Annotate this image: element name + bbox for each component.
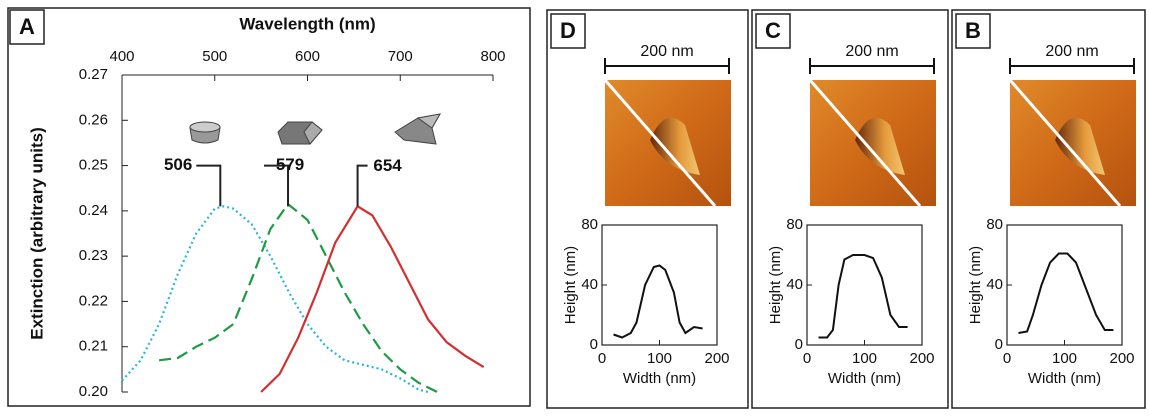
- x-tick-label: 200: [909, 350, 934, 367]
- y-tick-label: 0.23: [79, 247, 108, 264]
- profile-line: [808, 79, 922, 207]
- y-tick-label: 0.25: [79, 157, 108, 174]
- x-tick-label: 200: [704, 350, 729, 367]
- x-tick-label: 100: [1052, 350, 1077, 367]
- y-tick-label: 0.20: [79, 383, 108, 400]
- panel-label: D: [560, 18, 576, 43]
- y-tick-label: 0.27: [79, 66, 108, 83]
- panel-label-box: [755, 13, 791, 49]
- scale-bar-label: 200 nm: [845, 43, 898, 60]
- x-tick-label: 100: [852, 350, 877, 367]
- scale-bar-label: 200 nm: [1045, 43, 1098, 60]
- x-axis-title: Width (nm): [1028, 370, 1101, 387]
- panel-frame: [751, 9, 949, 409]
- prism-icon: [277, 121, 323, 145]
- x-tick-label: 0: [598, 350, 606, 367]
- x-tick-label: 400: [109, 48, 134, 65]
- y-axis-title: Height (nm): [562, 246, 579, 324]
- particle: [650, 117, 700, 175]
- panel-label-box: [955, 13, 991, 49]
- y-axis-title: Height (nm): [767, 246, 784, 324]
- scale-bar-label-bg: [1040, 42, 1106, 62]
- y-tick-label: 40: [986, 276, 1003, 293]
- line-series: [818, 254, 908, 339]
- scale-bar-label-bg: [840, 42, 906, 62]
- y-axis-title: Height (nm): [967, 246, 984, 324]
- panel-label-box: [550, 13, 586, 49]
- profile-line: [1008, 79, 1122, 207]
- disk-icon: [189, 121, 221, 144]
- y-tick-label: 0.26: [79, 111, 108, 128]
- panel-label: A: [19, 14, 35, 39]
- x-axis-title: Width (nm): [623, 370, 696, 387]
- peak-label: 579: [276, 155, 304, 174]
- peak-leader: [264, 164, 290, 207]
- peak-label: 506: [164, 155, 192, 174]
- scale-bar-label: 200 nm: [640, 43, 693, 60]
- plot-frame: [1006, 224, 1123, 346]
- x-axis-title: Wavelength (nm): [239, 14, 375, 33]
- x-tick-label: 100: [647, 350, 672, 367]
- y-tick-label: 80: [786, 216, 803, 233]
- y-tick-label: 0: [995, 336, 1003, 353]
- plate-icon: [394, 113, 441, 145]
- line-series: [158, 202, 438, 393]
- y-tick-label: 80: [986, 216, 1003, 233]
- x-tick-label: 0: [1003, 350, 1011, 367]
- x-tick-label: 500: [202, 48, 227, 65]
- y-tick-label: 80: [581, 216, 598, 233]
- line-series: [260, 204, 485, 393]
- x-axis-title: Width (nm): [828, 370, 901, 387]
- scale-bar-label-bg: [635, 42, 701, 62]
- peak-leader: [196, 164, 222, 207]
- x-tick-label: 200: [1109, 350, 1134, 367]
- panel-label-box: [9, 9, 45, 45]
- x-tick-label: 800: [480, 48, 505, 65]
- panel-label: B: [965, 18, 981, 43]
- line-series: [613, 264, 703, 339]
- particle: [855, 117, 905, 175]
- profile-line: [603, 79, 717, 207]
- y-tick-label: 0.22: [79, 292, 108, 309]
- line-series: [1018, 252, 1114, 334]
- line-series: [121, 205, 429, 394]
- peak-leader: [356, 164, 368, 207]
- x-tick-label: 0: [803, 350, 811, 367]
- panel-frame: [7, 7, 531, 407]
- panel-frame: [546, 9, 749, 409]
- x-tick-label: 600: [295, 48, 320, 65]
- panel-label: C: [765, 18, 781, 43]
- panel-frame: [951, 9, 1146, 409]
- y-axis-title: Extinction (arbitrary units): [27, 127, 46, 340]
- particle: [1055, 117, 1105, 175]
- x-tick-label: 700: [388, 48, 413, 65]
- y-tick-label: 0.24: [79, 202, 108, 219]
- y-tick-label: 0: [590, 336, 598, 353]
- peak-label: 654: [373, 156, 402, 175]
- y-tick-label: 0: [795, 336, 803, 353]
- y-tick-label: 40: [581, 276, 598, 293]
- y-tick-label: 40: [786, 276, 803, 293]
- y-tick-label: 0.21: [79, 338, 108, 355]
